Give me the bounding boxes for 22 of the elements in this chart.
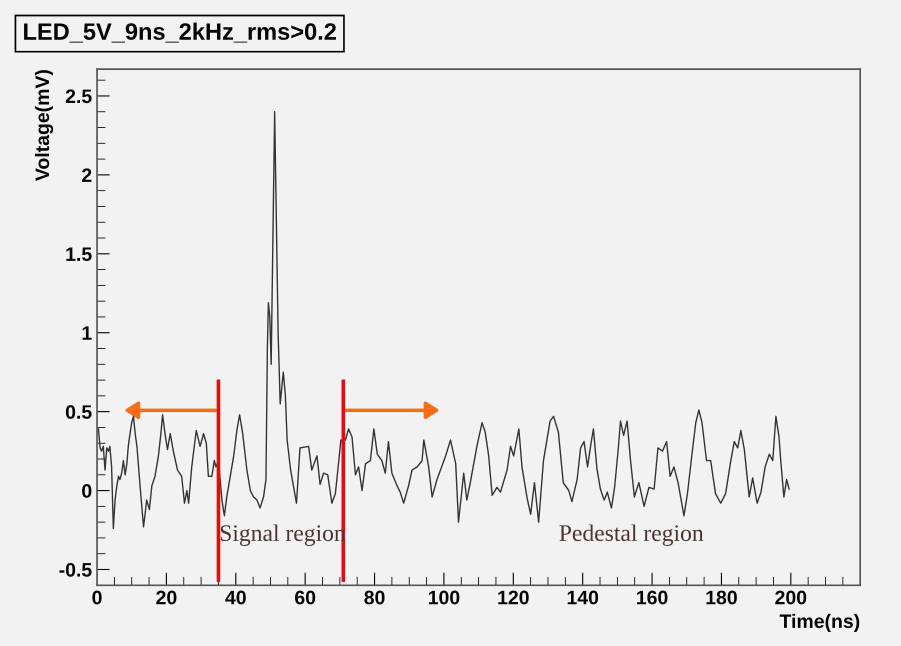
x-tick-label: 160 [637,590,668,604]
y-tick-label: 2 [82,168,92,182]
y-axis-title: Voltage(mV) [34,70,54,181]
x-tick-label: 120 [498,590,529,604]
x-axis-title: Time(ns) [780,614,860,632]
x-tick-label: 200 [775,590,806,604]
y-tick-label: 1 [82,326,92,340]
annotation: Pedestal region [559,524,704,546]
y-tick-label: 2.5 [66,89,92,104]
chart-title: LED_5V_9ns_2kHz_rms>0.2 [24,22,336,43]
x-tick-label: 180 [706,590,737,604]
x-tick-label: 20 [156,590,176,604]
x-tick-label: 0 [92,590,102,604]
x-tick-label: 60 [295,590,316,604]
y-tick-label: 0 [82,484,92,498]
y-tick-label: 1.5 [66,247,92,262]
x-tick-label: 40 [225,590,246,604]
x-tick-label: 80 [364,590,385,604]
y-tick-label: -0.5 [59,562,92,577]
y-tick-label: 0.5 [66,405,92,419]
x-tick-label: 100 [428,590,460,604]
x-tick-label: 140 [568,590,598,604]
